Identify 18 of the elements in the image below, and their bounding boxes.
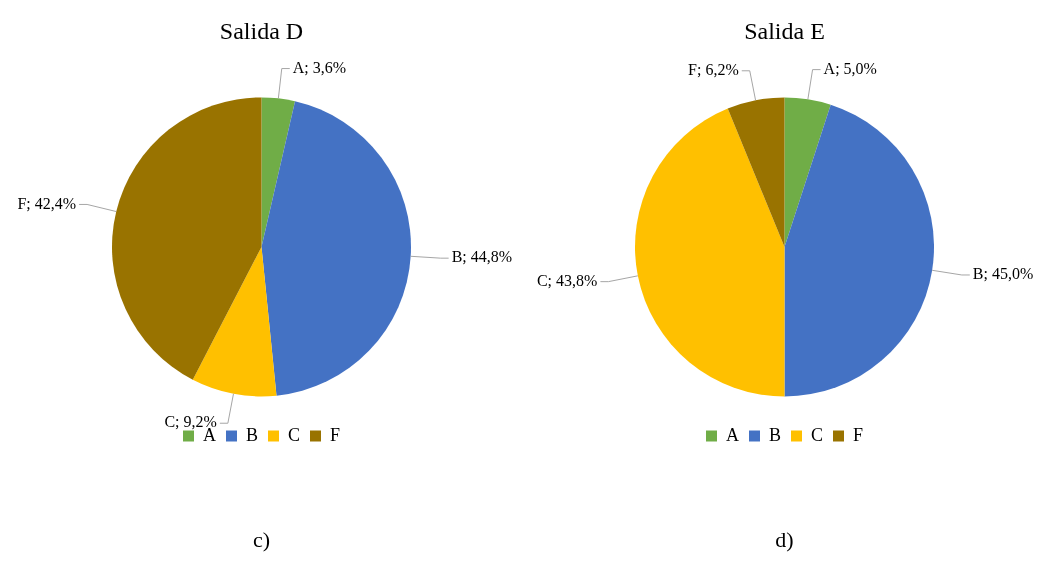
legend-label: B bbox=[245, 424, 258, 445]
data-label: A; 5,0% bbox=[823, 59, 877, 77]
chart-title: Salida D bbox=[219, 17, 304, 44]
legend-label: F bbox=[853, 424, 864, 445]
data-label: B; 44,8% bbox=[451, 248, 513, 266]
legend-label: C bbox=[810, 424, 824, 445]
data-label: F; 42,4% bbox=[17, 194, 77, 212]
data-label: A; 3,6% bbox=[292, 58, 347, 76]
chart-title: Salida E bbox=[744, 17, 825, 44]
legend-label: A bbox=[725, 424, 739, 445]
text: d) bbox=[774, 527, 795, 553]
data-label: F; 6,2% bbox=[688, 61, 739, 78]
legend-label: B bbox=[768, 424, 781, 445]
legend-label: C bbox=[287, 424, 301, 445]
data-label: B; 45,0% bbox=[972, 265, 1034, 283]
legend-label: F bbox=[330, 424, 341, 445]
text: c) bbox=[251, 527, 272, 553]
data-label: C; 43,8% bbox=[536, 271, 598, 289]
